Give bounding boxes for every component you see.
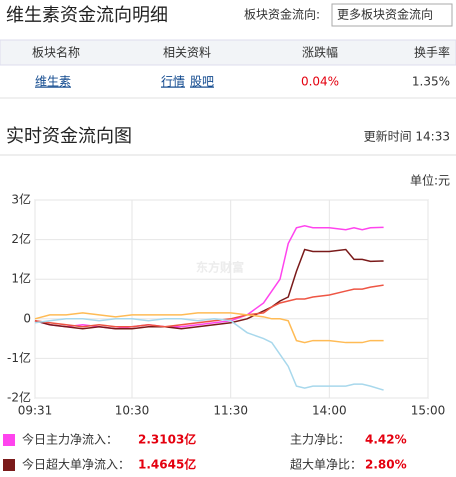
y-tick-label: 3亿	[11, 192, 31, 207]
series-line	[34, 312, 384, 344]
selector-label: 板块资金流向:	[244, 7, 320, 22]
y-tick-label: 1亿	[11, 271, 31, 286]
flow-value: 1.4645亿	[138, 457, 196, 472]
change-cell: 0.04%	[301, 75, 339, 89]
y-tick-label: -1亿	[7, 350, 31, 365]
y-tick-label: 2亿	[11, 231, 31, 246]
page-title: 维生素资金流向明细	[6, 5, 168, 26]
series-line	[34, 248, 384, 330]
quote-link[interactable]: 行情	[161, 75, 185, 89]
x-tick-label: 11:30	[213, 404, 248, 418]
legend-swatch	[3, 459, 15, 471]
forum-link[interactable]: 股吧	[190, 75, 214, 89]
flow-value: 2.3103亿	[138, 432, 196, 447]
table-header	[0, 39, 456, 66]
update-time: 更新时间 14:33	[364, 129, 450, 144]
x-tick-label: 15:00	[411, 404, 446, 418]
unit-label: 单位:元	[410, 173, 450, 188]
col-header: 相关资料	[163, 46, 211, 60]
x-tick-label: 14:00	[312, 404, 347, 418]
ratio-value: 2.80%	[365, 458, 407, 472]
legend-label: 今日主力净流入：	[22, 432, 118, 447]
x-tick-label: 10:30	[115, 404, 150, 418]
y-tick-label: 0	[23, 311, 31, 325]
series-line	[34, 284, 384, 328]
section-title: 实时资金流向图	[6, 126, 132, 147]
col-header: 涨跌幅	[302, 45, 338, 60]
col-header: 板块名称	[32, 45, 80, 60]
watermark: 东方财富	[196, 260, 244, 275]
ratio-label: 超大单净比：	[290, 457, 362, 472]
legend-label: 今日超大单净流入：	[22, 457, 130, 472]
sector-link[interactable]: 维生素	[35, 75, 71, 89]
ratio-label: 主力净比：	[290, 433, 350, 447]
plot-frame	[34, 199, 429, 399]
y-tick-label: -2亿	[7, 390, 31, 405]
col-header: 换手率	[414, 45, 450, 60]
dropdown[interactable]	[331, 3, 453, 27]
legend-swatch	[3, 434, 15, 446]
series-line	[34, 318, 384, 391]
x-tick-label: 09:31	[18, 404, 53, 418]
ratio-value: 4.42%	[365, 433, 407, 447]
turnover-cell: 1.35%	[412, 75, 450, 89]
dropdown-text[interactable]: 更多板块资金流向	[337, 7, 433, 22]
